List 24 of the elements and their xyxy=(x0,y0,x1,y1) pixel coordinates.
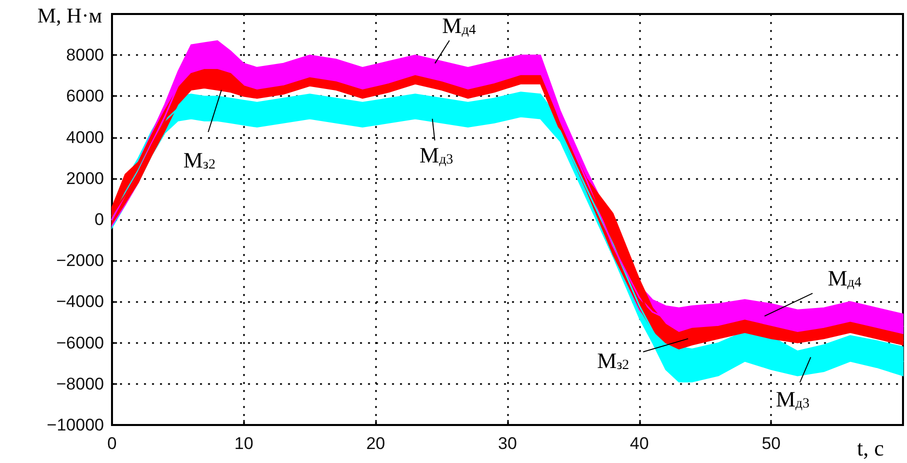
annotation: Мз2 xyxy=(183,148,216,173)
x-tick-label: 50 xyxy=(762,434,781,453)
x-tick-label: 40 xyxy=(630,434,649,453)
annotation: Мз2 xyxy=(597,348,630,374)
y-tick-label: 0 xyxy=(94,210,104,229)
y-tick-label: −4000 xyxy=(56,292,104,312)
annotation: Мд4 xyxy=(828,266,862,291)
annotation: Мд4 xyxy=(442,12,476,38)
x-tick-label: 20 xyxy=(366,434,386,453)
y-tick-label: −8000 xyxy=(56,374,104,394)
y-tick-label: 8000 xyxy=(66,46,104,65)
annotation: Мд3 xyxy=(420,142,454,168)
x-tick-label: 30 xyxy=(498,434,517,453)
y-axis-title: М, Н·м xyxy=(37,4,102,28)
y-tick-label: −2000 xyxy=(56,251,104,270)
x-tick-label: 10 xyxy=(234,434,254,453)
y-tick-label: 6000 xyxy=(66,86,104,106)
annotation: Мд3 xyxy=(776,386,810,412)
y-tick-label: −6000 xyxy=(56,333,104,352)
y-tick-label: 2000 xyxy=(66,168,104,188)
y-tick-label: 4000 xyxy=(66,128,104,147)
x-tick-label: 0 xyxy=(107,434,117,453)
y-tick-label: −10000 xyxy=(46,416,104,434)
x-axis-title: t, c xyxy=(857,436,884,460)
